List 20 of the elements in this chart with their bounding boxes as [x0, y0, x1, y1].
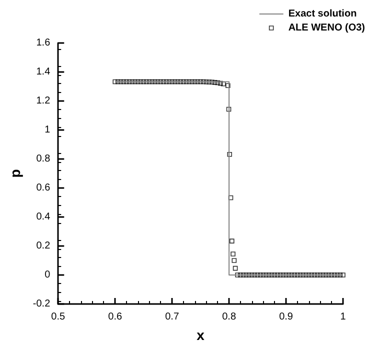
x-tick-label: 0.6 — [108, 312, 122, 322]
y-tick-label: -0.2 — [32, 298, 51, 310]
y-tick-label: 0 — [44, 270, 51, 280]
y-tick-label: 1 — [44, 124, 51, 136]
y-tick-label: 1.6 — [36, 38, 51, 48]
y-tick-label: 0.2 — [36, 240, 51, 252]
legend-label: Exact solution — [288, 8, 357, 20]
y-tick-label: 0.4 — [36, 212, 51, 222]
x-tick-label: 0.5 — [51, 312, 66, 322]
y-axis-title: p — [7, 169, 23, 178]
x-tick-label: 0.8 — [222, 312, 236, 322]
y-tick-label: 0.8 — [36, 154, 51, 164]
y-tick-label: 0.6 — [36, 182, 51, 194]
x-tick-label: 0.9 — [279, 312, 294, 322]
x-tick-label: 1 — [340, 312, 346, 322]
x-tick-label: 0.7 — [165, 312, 180, 322]
y-tick-label: 1.4 — [36, 66, 51, 78]
x-axis-title: x — [196, 327, 205, 343]
y-tick-label: 1.2 — [36, 96, 51, 106]
legend-label: ALE WENO (O3) — [288, 22, 366, 34]
